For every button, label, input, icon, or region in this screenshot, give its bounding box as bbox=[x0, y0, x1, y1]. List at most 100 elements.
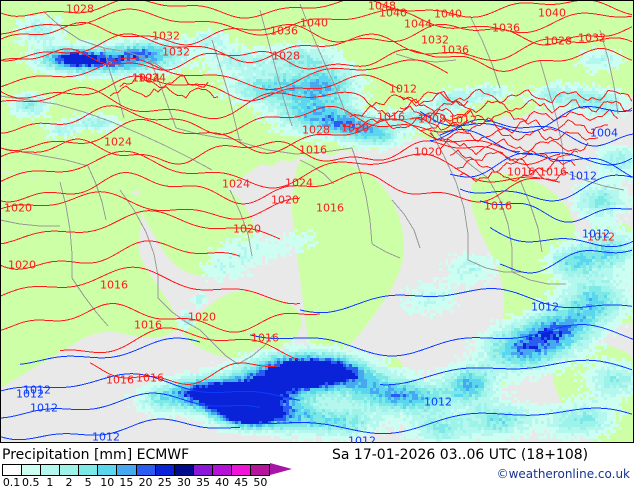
precip-cell bbox=[625, 199, 628, 202]
precip-cell bbox=[367, 124, 370, 127]
precip-cell bbox=[511, 85, 514, 88]
precip-cell bbox=[307, 88, 310, 91]
precip-cell bbox=[631, 265, 634, 268]
precip-cell bbox=[289, 43, 292, 46]
precip-cell bbox=[280, 79, 283, 82]
precip-cell bbox=[355, 94, 358, 97]
precip-cell bbox=[352, 76, 355, 79]
precip-cell bbox=[226, 238, 229, 241]
precip-cell bbox=[256, 70, 259, 73]
precip-cell bbox=[556, 250, 559, 253]
precip-cell bbox=[316, 82, 319, 85]
precip-cell bbox=[565, 274, 568, 277]
precip-cell bbox=[595, 277, 598, 280]
precip-cell bbox=[157, 52, 160, 55]
precip-cell bbox=[358, 73, 361, 76]
precip-cell bbox=[499, 85, 502, 88]
precip-cell bbox=[82, 46, 85, 49]
precip-cell bbox=[472, 274, 475, 277]
precip-cell bbox=[211, 259, 214, 262]
precip-cell bbox=[607, 55, 610, 58]
precip-cell bbox=[607, 193, 610, 196]
precip-cell bbox=[580, 88, 583, 91]
precip-cell bbox=[175, 43, 178, 46]
precip-cell bbox=[118, 37, 121, 40]
precip-cell bbox=[262, 46, 265, 49]
precip-cell bbox=[607, 154, 610, 157]
precip-cell bbox=[199, 46, 202, 49]
precip-cell bbox=[616, 94, 619, 97]
precip-cell bbox=[97, 127, 100, 130]
precip-cell bbox=[622, 247, 625, 250]
precip-cell bbox=[76, 115, 79, 118]
precip-cell bbox=[28, 31, 31, 34]
precip-cell bbox=[322, 58, 325, 61]
precip-cell bbox=[319, 115, 322, 118]
precip-cell bbox=[556, 82, 559, 85]
precip-cell bbox=[25, 31, 28, 34]
precip-cell bbox=[55, 127, 58, 130]
precip-cell bbox=[292, 241, 295, 244]
precip-cell bbox=[217, 64, 220, 67]
precip-cell bbox=[226, 82, 229, 85]
precip-cell bbox=[235, 253, 238, 256]
precip-cell bbox=[469, 268, 472, 271]
precip-cell bbox=[562, 298, 565, 301]
precip-cell bbox=[304, 109, 307, 112]
precip-cell bbox=[319, 79, 322, 82]
precip-cell bbox=[130, 46, 133, 49]
precip-cell bbox=[247, 76, 250, 79]
precip-cell bbox=[280, 103, 283, 106]
precip-cell bbox=[430, 286, 433, 289]
precip-cell bbox=[628, 277, 631, 280]
precipitation-map-panel[interactable]: 1028 1032 1036 1040 1048 1044 1040 1040 1040 1036… bbox=[0, 0, 634, 443]
precip-cell bbox=[79, 76, 82, 79]
precip-cell bbox=[445, 106, 448, 109]
precip-cell bbox=[385, 115, 388, 118]
precip-cell bbox=[43, 25, 46, 28]
precip-cell bbox=[298, 46, 301, 49]
precip-cell bbox=[172, 70, 175, 73]
precip-cell bbox=[409, 121, 412, 124]
precip-cell bbox=[364, 103, 367, 106]
precip-cell bbox=[31, 109, 34, 112]
precip-cell bbox=[217, 259, 220, 262]
precip-cell bbox=[556, 271, 559, 274]
precip-cell bbox=[265, 52, 268, 55]
precip-cell bbox=[58, 133, 61, 136]
precip-cell bbox=[250, 82, 253, 85]
precip-cell bbox=[613, 229, 616, 232]
precip-cell bbox=[574, 91, 577, 94]
precip-cell bbox=[547, 256, 550, 259]
precip-cell bbox=[613, 55, 616, 58]
precip-cell bbox=[262, 79, 265, 82]
precip-cell bbox=[235, 82, 238, 85]
precip-cell bbox=[484, 85, 487, 88]
precip-cell bbox=[277, 61, 280, 64]
precip-cell bbox=[361, 103, 364, 106]
precip-cell bbox=[604, 274, 607, 277]
precip-cell bbox=[238, 262, 241, 265]
precip-cell bbox=[481, 256, 484, 259]
precip-cell bbox=[355, 130, 358, 133]
precip-cell bbox=[331, 139, 334, 142]
map-canvas[interactable] bbox=[0, 0, 634, 443]
precip-cell bbox=[229, 250, 232, 253]
precip-cell bbox=[250, 256, 253, 259]
precip-cell bbox=[556, 253, 559, 256]
precip-cell bbox=[250, 97, 253, 100]
precip-cell bbox=[277, 64, 280, 67]
precip-cell bbox=[136, 40, 139, 43]
precip-cell bbox=[310, 112, 313, 115]
precip-cell bbox=[244, 64, 247, 67]
precip-cell bbox=[541, 94, 544, 97]
precip-cell bbox=[358, 127, 361, 130]
precip-cell bbox=[610, 97, 613, 100]
precip-cell bbox=[451, 97, 454, 100]
precip-cell bbox=[295, 85, 298, 88]
precip-cell bbox=[124, 70, 127, 73]
precip-cell bbox=[25, 103, 28, 106]
precip-cell bbox=[325, 88, 328, 91]
precip-cell bbox=[250, 76, 253, 79]
precip-cell bbox=[364, 79, 367, 82]
